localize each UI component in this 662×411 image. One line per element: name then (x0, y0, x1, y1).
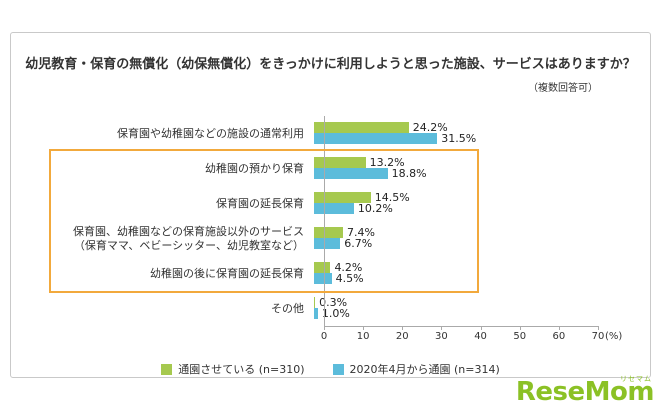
bar-value-label: 10.2% (357, 202, 393, 215)
category-label: その他 (271, 301, 304, 315)
resemom-logo: リセマム ReseMom (515, 375, 655, 407)
bar-value-label: 18.8% (391, 167, 427, 180)
x-axis-tick-label: 40 (474, 331, 487, 342)
bar-value-label: 4.5% (335, 272, 364, 285)
bar-series-1 (314, 308, 318, 319)
x-axis-ticks: 0 10 20 30 40 50 60 70 (320, 116, 604, 351)
x-axis-tick-label: 60 (552, 331, 566, 342)
bar-series-0 (314, 262, 331, 273)
x-axis-line (324, 326, 599, 327)
chart-row: 幼稚園の預かり保育 13.2% 18.8% (11, 151, 476, 186)
bar-value-label: 24.2% (412, 121, 448, 134)
legend-label: 2020年4月から通園 (n=314) (349, 363, 500, 376)
category-label: 保育園や幼稚園などの施設の通常利用 (117, 126, 304, 140)
bar-value-label: 1.0% (321, 307, 350, 320)
y-axis-line (324, 116, 325, 326)
bar-value-label: 0.3% (319, 296, 348, 309)
bar-value-label: 13.2% (369, 156, 405, 169)
x-axis-tick-label: 50 (513, 331, 527, 342)
bar-value-label: 31.5% (441, 132, 477, 145)
chart-subtitle: （複数回答可） (528, 83, 598, 94)
chart-row: 保育園の延長保育 14.5% 10.2% (11, 186, 476, 221)
bar-series-1 (314, 273, 332, 284)
category-label: 幼稚園の後に保育園の延長保育 (150, 266, 304, 280)
x-axis-tick (598, 326, 599, 330)
x-axis-tick (558, 326, 560, 330)
bar-series-0 (314, 297, 316, 308)
bar-group: 0.3% 1.0% (314, 291, 350, 326)
chart-legend: 通園させている (n=310) 2020年4月から通園 (n=314) (11, 361, 650, 377)
legend-item-0: 通園させている (n=310) (161, 361, 305, 377)
bar-value-label: 14.5% (374, 191, 410, 204)
x-axis-tick-label: 30 (435, 331, 448, 342)
bar-group: 7.4% 6.7% (314, 221, 375, 256)
legend-item-1: 2020年4月から通園 (n=314) (332, 361, 500, 377)
legend-label: 通園させている (n=310) (178, 363, 305, 376)
bar-series-0 (314, 122, 409, 133)
x-axis-tick (402, 326, 404, 330)
chart-frame: 幼児教育・保育の無償化（幼保無償化）をきっかけに利用しようと思った施設、サービス… (10, 32, 651, 378)
bar-group: 13.2% 18.8% (314, 151, 427, 186)
bar-group: 24.2% 31.5% (314, 116, 476, 151)
bar-series-1 (314, 168, 388, 179)
bar-group: 14.5% 10.2% (314, 186, 410, 221)
bar-group: 4.2% 4.5% (314, 256, 364, 291)
legend-swatch-icon (161, 363, 173, 375)
chart-row: その他 0.3% 1.0% (11, 291, 476, 326)
bar-value-label: 4.2% (334, 261, 363, 274)
x-axis-unit: (%) (605, 331, 623, 342)
x-axis-tick (519, 326, 521, 330)
x-axis-tick-label: 10 (356, 331, 370, 342)
bar-series-1 (314, 133, 438, 144)
x-axis-tick (363, 326, 365, 330)
x-axis-tick (324, 326, 325, 330)
bar-series-0 (314, 157, 366, 168)
chart-row: 保育園、幼稚園などの保育施設以外のサービス （保育ママ、ベビーシッター、幼児教室… (11, 221, 476, 256)
x-axis-tick (480, 326, 482, 330)
x-axis-tick-label: 20 (395, 331, 409, 342)
bar-value-label: 6.7% (344, 237, 373, 250)
bar-series-0 (314, 227, 343, 238)
x-axis-tick (441, 326, 443, 330)
x-axis-tick-label: 0 (320, 331, 328, 342)
category-label: 保育園の延長保育 (216, 196, 304, 210)
bar-chart: 保育園や幼稚園などの施設の通常利用 24.2% 31.5% 幼稚園の預かり保育 13.2… (11, 116, 650, 351)
bar-value-label: 7.4% (346, 226, 375, 239)
bar-series-1 (314, 203, 354, 214)
bar-series-0 (314, 192, 371, 203)
x-axis-tick-label: 70 (591, 331, 605, 342)
bar-series-1 (314, 238, 341, 249)
legend-swatch-icon (332, 363, 344, 375)
logo-text: ReseMom (515, 377, 655, 407)
chart-title: 幼児教育・保育の無償化（幼保無償化）をきっかけに利用しようと思った施設、サービス… (25, 57, 636, 72)
chart-row: 保育園や幼稚園などの施設の通常利用 24.2% 31.5% (11, 116, 476, 151)
logo-ruby-text: リセマム (620, 375, 652, 383)
category-label: 幼稚園の預かり保育 (205, 161, 304, 175)
category-label: 保育園、幼稚園などの保育施設以外のサービス （保育ママ、ベビーシッター、幼児教室… (73, 224, 304, 252)
chart-rows: 保育園や幼稚園などの施設の通常利用 24.2% 31.5% 幼稚園の預かり保育 13.2… (11, 116, 476, 326)
chart-row: 幼稚園の後に保育園の延長保育 4.2% 4.5% (11, 256, 476, 291)
